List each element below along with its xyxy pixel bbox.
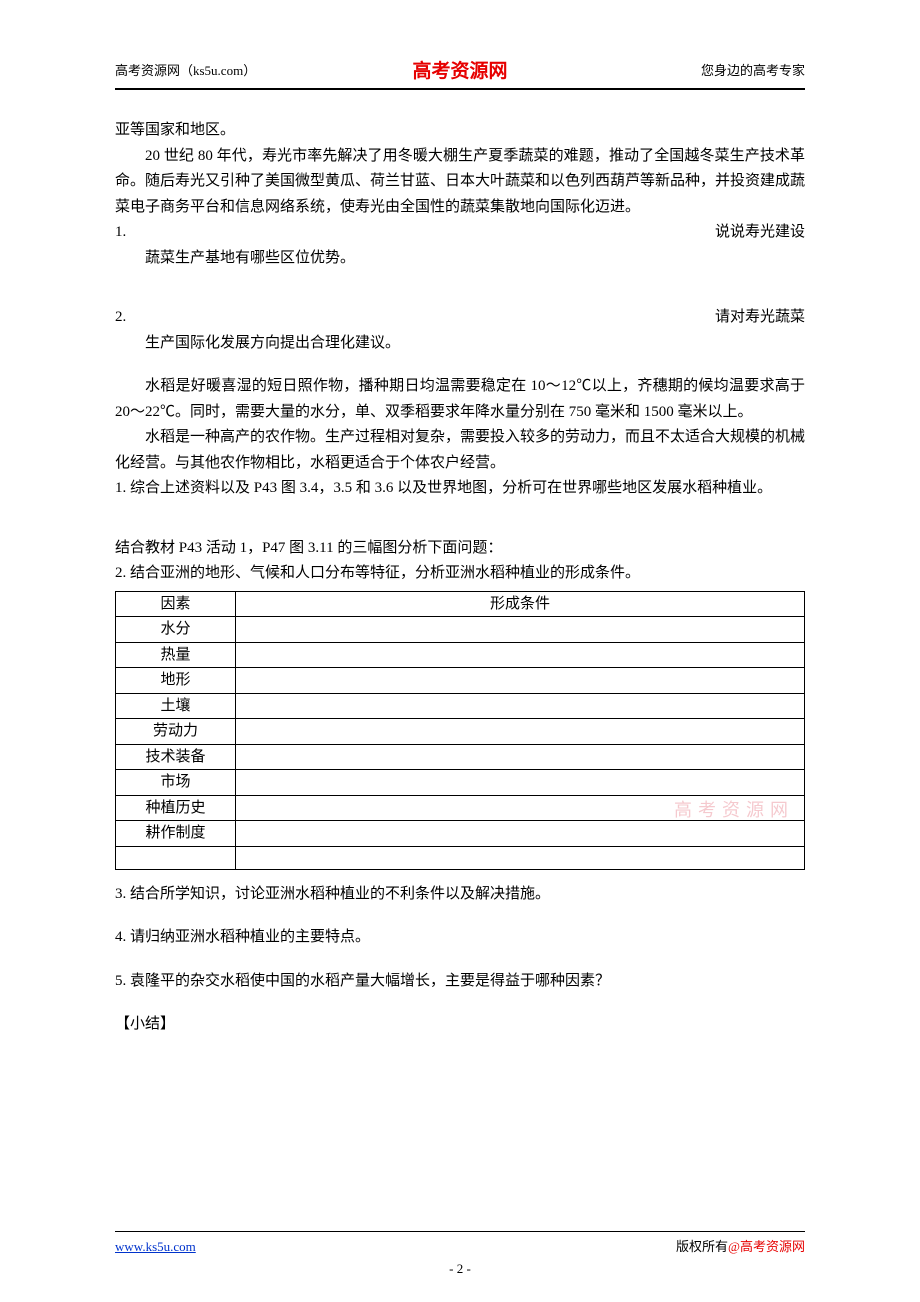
spacer [115, 994, 805, 1012]
page-number: - 2 - [449, 1258, 471, 1280]
condition-cell [236, 821, 805, 847]
condition-cell [236, 846, 805, 869]
factor-cell: 耕作制度 [116, 821, 236, 847]
spacer [115, 502, 805, 536]
factor-cell: 劳动力 [116, 719, 236, 745]
footer-copyright: 版权所有@高考资源网 [676, 1236, 805, 1258]
table-row [116, 846, 805, 869]
rice-q1-text: 1. 综合上述资料以及 P43 图 3.4，3.5 和 3.6 以及世界地图，分… [115, 476, 805, 502]
watermark-text: 高考资源网 [674, 797, 794, 824]
condition-cell [236, 642, 805, 668]
page-header: 高考资源网（ks5u.com） 高考资源网 您身边的高考专家 [115, 60, 805, 82]
table-head-factor: 因素 [116, 591, 236, 617]
factor-cell: 热量 [116, 642, 236, 668]
factor-cell: 种植历史 [116, 795, 236, 821]
rice-q1: 1. 综合上述资料以及 P43 图 3.4，3.5 和 3.6 以及世界地图，分… [115, 476, 805, 502]
lead-2: 结合教材 P43 活动 1，P47 图 3.11 的三幅图分析下面问题： [115, 536, 805, 562]
table-row: 水分 [116, 617, 805, 643]
table-row: 技术装备 [116, 744, 805, 770]
summary-heading: 【小结】 [115, 1012, 805, 1038]
question-1-row: 1. 说说寿光建设 [115, 220, 805, 246]
factor-cell: 水分 [116, 617, 236, 643]
rice-q2: 2. 结合亚洲的地形、气候和人口分布等特征，分析亚洲水稻种植业的形成条件。 [115, 561, 805, 587]
question-2-cont: 生产国际化发展方向提出合理化建议。 [115, 331, 805, 357]
page-footer: www.ks5u.com 版权所有@高考资源网 [115, 1231, 805, 1258]
condition-cell [236, 744, 805, 770]
question-2-tail: 请对寿光蔬菜 [715, 305, 805, 331]
spacer [115, 951, 805, 969]
table-row: 耕作制度 [116, 821, 805, 847]
question-1-tail: 说说寿光建设 [715, 220, 805, 246]
question-2-row: 2. 请对寿光蔬菜 [115, 305, 805, 331]
table-row: 热量 [116, 642, 805, 668]
question-1-number: 1. [115, 220, 126, 246]
table-row: 劳动力 [116, 719, 805, 745]
header-right: 您身边的高考专家 [701, 60, 805, 82]
footer-row: www.ks5u.com 版权所有@高考资源网 [115, 1236, 805, 1258]
footer-right-red: @高考资源网 [728, 1239, 805, 1254]
condition-cell: 高考资源网 [236, 795, 805, 821]
intro-para2: 20 世纪 80 年代，寿光市率先解决了用冬暖大棚生产夏季蔬菜的难题，推动了全国… [115, 144, 805, 221]
spacer [115, 356, 805, 374]
factor-cell: 市场 [116, 770, 236, 796]
body: 亚等国家和地区。 20 世纪 80 年代，寿光市率先解决了用冬暖大棚生产夏季蔬菜… [115, 118, 805, 1038]
table-row: 地形 [116, 668, 805, 694]
table-row: 土壤 [116, 693, 805, 719]
rice-para2: 水稻是一种高产的农作物。生产过程相对复杂，需要投入较多的劳动力，而且不太适合大规… [115, 425, 805, 476]
rice-q5: 5. 袁隆平的杂交水稻使中国的水稻产量大幅增长，主要是得益于哪种因素？ [115, 969, 805, 995]
intro-line1: 亚等国家和地区。 [115, 118, 805, 144]
header-center-title: 高考资源网 [412, 56, 507, 88]
condition-cell [236, 617, 805, 643]
factor-cell: 技术装备 [116, 744, 236, 770]
condition-cell [236, 719, 805, 745]
footer-rule [115, 1231, 805, 1232]
factor-cell: 土壤 [116, 693, 236, 719]
table-row: 种植历史 高考资源网 [116, 795, 805, 821]
table-head-condition: 形成条件 [236, 591, 805, 617]
footer-right-plain: 版权所有 [676, 1239, 728, 1254]
rice-q3: 3. 结合所学知识，讨论亚洲水稻种植业的不利条件以及解决措施。 [115, 882, 805, 908]
factor-cell-empty [116, 846, 236, 869]
factors-table: 因素 形成条件 水分 热量 地形 土壤 劳动力 技术装备 市场 种植历史 高考资源… [115, 591, 805, 870]
condition-cell [236, 693, 805, 719]
condition-cell [236, 770, 805, 796]
question-2-number: 2. [115, 305, 126, 331]
footer-url[interactable]: www.ks5u.com [115, 1236, 196, 1258]
page: 高考资源网（ks5u.com） 高考资源网 您身边的高考专家 亚等国家和地区。 … [0, 0, 920, 1302]
factor-cell: 地形 [116, 668, 236, 694]
table-row: 市场 [116, 770, 805, 796]
rice-q4: 4. 请归纳亚洲水稻种植业的主要特点。 [115, 925, 805, 951]
spacer [115, 907, 805, 925]
spacer [115, 271, 805, 305]
table-header-row: 因素 形成条件 [116, 591, 805, 617]
condition-cell [236, 668, 805, 694]
rice-para1: 水稻是好暖喜湿的短日照作物，播种期日均温需要稳定在 10～12℃以上，齐穗期的候… [115, 374, 805, 425]
question-1-cont: 蔬菜生产基地有哪些区位优势。 [115, 246, 805, 272]
header-rule-thick [115, 88, 805, 90]
header-left: 高考资源网（ks5u.com） [115, 60, 256, 82]
